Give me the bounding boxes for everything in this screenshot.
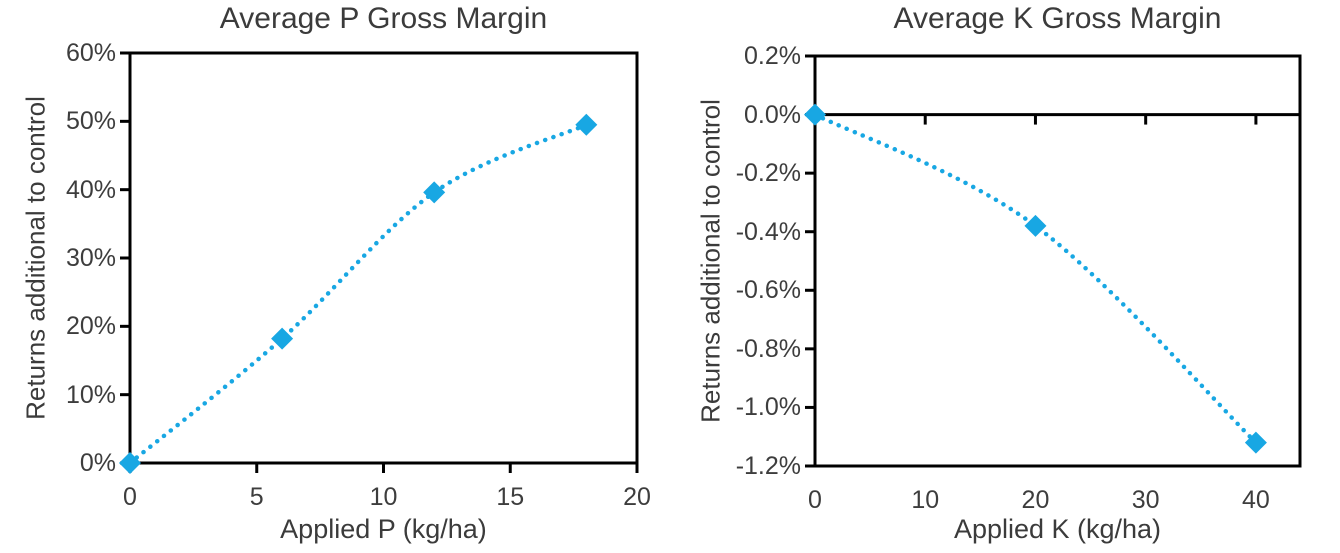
chart-title: Average K Gross Margin bbox=[893, 2, 1222, 35]
y-tick-label: -0.4% bbox=[735, 217, 801, 246]
plot-border bbox=[128, 51, 639, 465]
x-tick-label: 15 bbox=[496, 483, 525, 511]
x-tick-label: 0 bbox=[808, 486, 822, 514]
data-point-diamond bbox=[423, 181, 446, 204]
y-tick-label: 0.2% bbox=[744, 42, 801, 70]
y-tick-label: 40% bbox=[65, 175, 116, 204]
y-tick-label: 0.0% bbox=[744, 100, 801, 129]
y-tick-label: -0.8% bbox=[735, 334, 801, 363]
chart-k-gross-margin: Average K Gross Margin Returns additiona… bbox=[670, 0, 1340, 553]
chart-title: Average P Gross Margin bbox=[219, 2, 548, 35]
y-tick-label: 30% bbox=[65, 244, 116, 272]
x-tick-label: 40 bbox=[1242, 486, 1270, 514]
x-axis-title: Applied K (kg/ha) bbox=[953, 514, 1162, 544]
y-tick-label: -0.6% bbox=[735, 276, 801, 305]
data-point-diamond bbox=[271, 327, 294, 350]
x-tick-label: 5 bbox=[249, 483, 264, 511]
data-point-diamond bbox=[1024, 214, 1047, 237]
trendline-dotted bbox=[812, 112, 1259, 445]
y-tick-label: 10% bbox=[65, 380, 116, 409]
chart-p-gross-margin: Average P Gross Margin Returns additiona… bbox=[0, 0, 660, 553]
x-tick-label: 10 bbox=[911, 486, 940, 514]
data-point-diamond bbox=[119, 452, 141, 474]
plot-area-svg bbox=[119, 51, 639, 474]
y-tick-label: -1.2% bbox=[735, 452, 801, 480]
x-axis-title: Applied P (kg/ha) bbox=[280, 514, 487, 544]
x-tick-label: 20 bbox=[1021, 486, 1050, 514]
data-point-diamond bbox=[1244, 431, 1267, 454]
x-tick-label: 20 bbox=[623, 483, 651, 511]
y-tick-label: -1.0% bbox=[735, 393, 801, 422]
y-tick-label: 20% bbox=[65, 312, 116, 341]
x-tick-label: 0 bbox=[123, 483, 137, 511]
data-point-diamond bbox=[804, 103, 826, 126]
x-tick-label: 30 bbox=[1131, 486, 1160, 514]
x-tick-label: 10 bbox=[369, 483, 398, 511]
y-tick-label: 0% bbox=[79, 449, 116, 477]
y-tick-label: -0.2% bbox=[735, 159, 801, 188]
plot-border bbox=[813, 54, 1302, 468]
plot-area-svg bbox=[804, 54, 1302, 468]
y-tick-label: 50% bbox=[65, 107, 116, 136]
trendline-dotted bbox=[127, 122, 589, 466]
data-point-diamond bbox=[575, 113, 598, 136]
y-tick-label: 60% bbox=[65, 39, 116, 67]
